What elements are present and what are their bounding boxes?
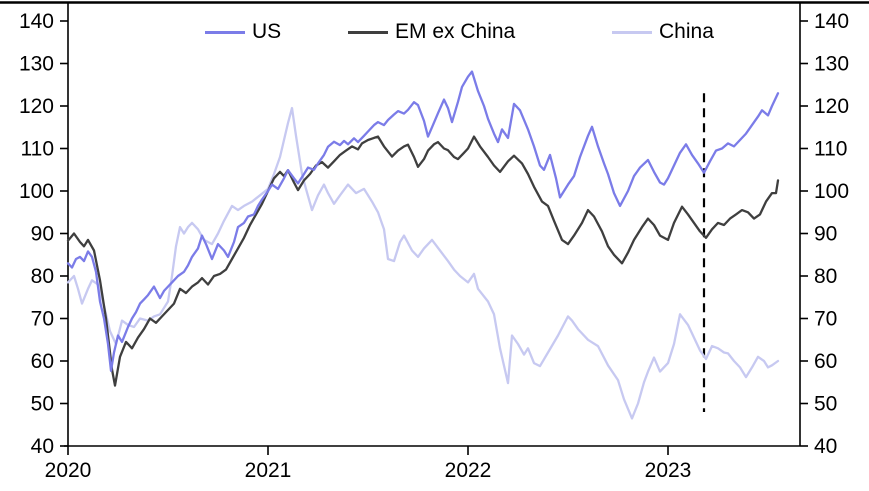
y-tick-label-left: 130 [19, 53, 54, 76]
x-tick-label: 2020 [45, 459, 92, 482]
y-tick-label-left: 110 [21, 138, 54, 161]
series-line-china [66, 106, 780, 420]
y-tick-label-right: 70 [814, 308, 837, 331]
y-tick-label-right: 80 [814, 265, 837, 288]
series-line-us [66, 70, 780, 372]
y-tick-label-right: 40 [814, 435, 837, 458]
y-tick-label-right: 140 [814, 10, 849, 33]
y-tick-label-left: 140 [19, 10, 54, 33]
y-tick-label-right: 100 [814, 180, 849, 203]
y-tick-label-left: 50 [31, 393, 54, 416]
x-tick-label: 2023 [645, 459, 692, 482]
y-tick-label-right: 110 [814, 138, 847, 161]
x-tick-label: 2021 [245, 459, 292, 482]
y-tick-label-right: 60 [814, 350, 837, 373]
y-tick-label-left: 80 [31, 265, 54, 288]
x-tick-label: 2022 [445, 459, 492, 482]
y-tick-label-left: 40 [31, 435, 54, 458]
y-tick-label-right: 120 [814, 95, 849, 118]
y-tick-label-left: 90 [31, 223, 54, 246]
y-tick-label-right: 90 [814, 223, 837, 246]
y-tick-label-right: 130 [814, 53, 849, 76]
y-tick-label-left: 100 [19, 180, 54, 203]
y-tick-label-right: 50 [814, 393, 837, 416]
y-tick-label-left: 120 [19, 95, 54, 118]
y-tick-label-left: 70 [31, 308, 54, 331]
series-line-em-ex-china [66, 135, 780, 387]
y-tick-label-left: 60 [31, 350, 54, 373]
